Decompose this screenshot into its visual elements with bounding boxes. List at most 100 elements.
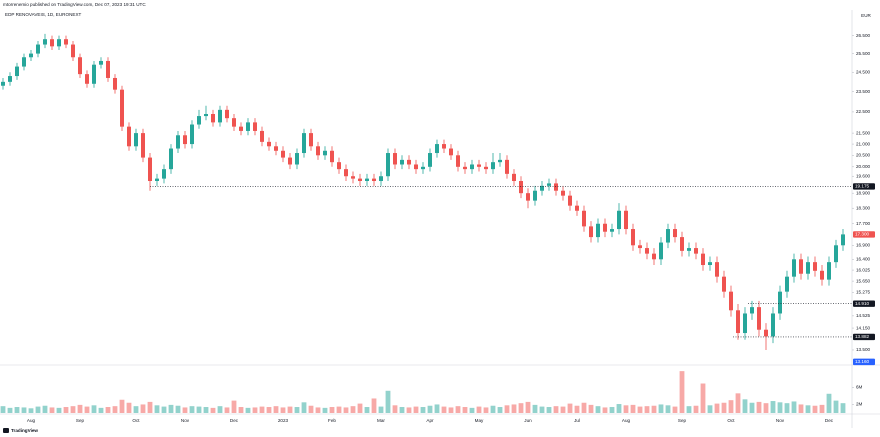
- volume-bar: [532, 404, 538, 413]
- candle-body: [127, 126, 131, 147]
- volume-tick-label: 6M: [856, 385, 863, 390]
- price-label-bg: [853, 183, 875, 190]
- candle-body: [134, 133, 138, 147]
- volume-bar: [469, 407, 475, 413]
- candle-body: [253, 122, 257, 131]
- candle-body: [736, 310, 740, 334]
- candle-body: [533, 190, 537, 201]
- volume-bar: [91, 405, 97, 413]
- volume-bar: [294, 407, 300, 413]
- volume-bar: [189, 406, 195, 413]
- volume-bar: [259, 406, 265, 413]
- volume-bar: [210, 407, 216, 413]
- candle-body: [365, 178, 369, 182]
- candle-body: [71, 44, 75, 58]
- candle-body: [820, 270, 824, 280]
- volume-bar: [378, 406, 384, 413]
- volume-bar: [693, 405, 699, 413]
- x-tick-label: Nov: [181, 418, 190, 423]
- volume-bar: [476, 406, 482, 413]
- candle-body: [659, 242, 663, 260]
- volume-bar: [77, 404, 83, 413]
- candles: [1, 33, 845, 350]
- volume-bar: [791, 401, 797, 413]
- candle-body: [666, 229, 670, 243]
- candle-body: [687, 248, 691, 251]
- candle-body: [407, 159, 411, 165]
- candle-body: [743, 313, 747, 334]
- candle-body: [519, 181, 523, 194]
- volume-bar: [595, 406, 601, 413]
- volume-bar: [616, 404, 622, 413]
- volume-bar: [553, 406, 559, 413]
- y-tick-label: 14.525: [856, 313, 870, 318]
- candle-body: [309, 133, 313, 147]
- price-label: 17.300: [855, 232, 869, 237]
- volume-bar: [609, 407, 615, 413]
- volume-bars: [0, 371, 846, 413]
- volume-bar: [266, 407, 272, 413]
- candle-body: [400, 159, 404, 165]
- candle-body: [673, 229, 677, 238]
- x-tick-label: Dec: [825, 418, 834, 423]
- price-label: 19.175: [855, 184, 869, 189]
- logo-text: TradingView: [11, 428, 38, 433]
- candle-body: [36, 44, 40, 54]
- volume-bar: [623, 405, 629, 413]
- candle-body: [421, 166, 425, 170]
- candle-body: [778, 291, 782, 314]
- candle-body: [610, 229, 614, 232]
- x-tick-label: Jul: [574, 418, 580, 423]
- volume-bar: [546, 407, 552, 413]
- candle-body: [351, 176, 355, 179]
- y-tick-label: 16.900: [856, 243, 870, 248]
- y-tick-label: 14.150: [856, 325, 870, 330]
- candle-body: [785, 276, 789, 292]
- price-label-bg: [853, 300, 875, 307]
- volume-bar: [749, 402, 755, 413]
- volume-bar: [112, 406, 118, 413]
- volume-bar: [497, 407, 503, 413]
- candle-body: [722, 276, 726, 292]
- candle-body: [225, 109, 229, 119]
- volume-bar: [35, 406, 41, 413]
- volume-bar: [441, 406, 447, 413]
- volume-bar: [462, 407, 468, 413]
- candle-body: [85, 74, 89, 84]
- volume-bar: [567, 403, 573, 413]
- volume-bar: [826, 393, 832, 413]
- candle-body: [526, 193, 530, 201]
- volume-bar: [126, 402, 132, 413]
- x-tick-label: Sep: [76, 418, 85, 423]
- volume-bar: [819, 404, 825, 413]
- candle-body: [379, 176, 383, 182]
- volume-bar: [805, 405, 811, 413]
- volume-bar: [28, 408, 34, 413]
- candle-body: [813, 262, 817, 271]
- x-tick-label: Mar: [377, 418, 385, 423]
- candle-body: [316, 146, 320, 156]
- y-tick-label: 25.500: [856, 51, 870, 56]
- y-tick-label: 26.500: [856, 33, 870, 38]
- volume-bar: [700, 383, 706, 413]
- candle-body: [806, 262, 810, 274]
- candle-body: [428, 153, 432, 167]
- volume-bar: [329, 407, 335, 413]
- volume-bar: [518, 403, 524, 413]
- candle-body: [358, 178, 362, 182]
- candle-body: [414, 164, 418, 170]
- volume-bar: [280, 407, 286, 413]
- candle-body: [701, 253, 705, 266]
- volume-bar: [140, 404, 146, 413]
- candle-body: [624, 210, 628, 230]
- volume-bar: [0, 406, 6, 413]
- price-label: 13.160: [855, 359, 869, 364]
- volume-bar: [651, 405, 657, 413]
- candle-body: [491, 162, 495, 170]
- y-tick-label: 19.600: [856, 173, 870, 178]
- candle-body: [456, 155, 460, 167]
- y-tick-label: 16.400: [856, 257, 870, 262]
- candle-body: [715, 262, 719, 277]
- candle-body: [484, 166, 488, 170]
